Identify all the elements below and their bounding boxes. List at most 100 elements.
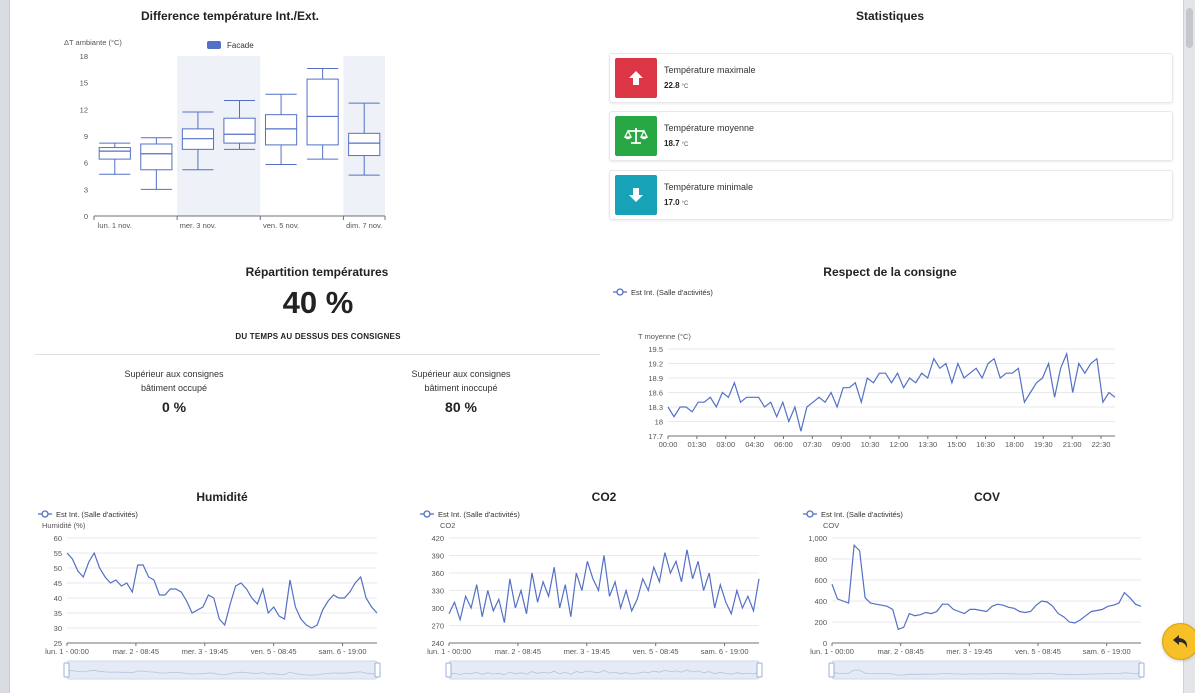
consigne-legend-label: Est Int. (Salle d'activités) <box>631 288 713 297</box>
stat-card-min: Température minimale 17.0 °C <box>609 170 1173 220</box>
humidite-x-tick: ven. 5 - 08:45 <box>251 647 297 656</box>
co2-y-axis-label: CO2 <box>440 521 455 530</box>
cov-zoom-slider[interactable] <box>831 660 1142 680</box>
undo-arrow-icon <box>1172 634 1187 648</box>
diff-x-tick: lun. 1 nov. <box>98 221 132 230</box>
repartition-subtitle: DU TEMPS AU DESSUS DES CONSIGNES <box>235 332 401 341</box>
stat-value-mean: 18.7 °C <box>664 139 689 148</box>
cov-y-axis-label: COV <box>823 521 839 530</box>
consigne-x-tick: 07:30 <box>803 440 822 449</box>
co2-y-tick: 330 <box>431 587 444 596</box>
diff-y-axis-label: ΔT ambiante (°C) <box>64 38 122 47</box>
consigne-y-tick: 18.6 <box>648 389 663 398</box>
cov-chart: Est Int. (Salle d'activités) COV 1,000 80… <box>803 510 1145 680</box>
co2-chart: Est Int. (Salle d'activités) CO2 420 390 3… <box>420 510 763 680</box>
consigne-x-tick: 06:00 <box>774 440 793 449</box>
stat-card-mean: Température moyenne 18.7 °C <box>609 111 1173 161</box>
consigne-y-tick: 17.7 <box>648 432 663 441</box>
box-item[interactable] <box>98 142 131 175</box>
cov-y-tick: 1,000 <box>808 534 827 543</box>
humidite-title: Humidité <box>196 490 248 504</box>
diff-y-tick: 12 <box>80 105 88 114</box>
humidite-x-tick: sam. 6 - 19:00 <box>319 647 367 656</box>
humidite-y-tick: 60 <box>54 534 62 543</box>
cov-y-tick: 400 <box>814 597 827 606</box>
page-scrollbar[interactable] <box>1183 0 1195 693</box>
humidite-zoom-slider[interactable] <box>66 660 378 680</box>
consigne-y-tick: 18.3 <box>648 403 663 412</box>
legend-label-facade[interactable]: Facade <box>227 41 254 50</box>
consigne-x-tick: 00:00 <box>659 440 678 449</box>
consigne-x-tick: 04:30 <box>745 440 764 449</box>
scrollbar-thumb[interactable] <box>1186 8 1193 48</box>
co2-series-line[interactable] <box>448 549 760 623</box>
consigne-y-tick: 18.9 <box>648 374 663 383</box>
repartition-big-value: 40 % <box>282 285 354 320</box>
box-item[interactable] <box>306 67 339 160</box>
occupied-label-line2: bâtiment occupé <box>140 383 208 393</box>
diff-y-tick: 15 <box>80 79 88 88</box>
humidite-y-tick: 35 <box>54 609 62 618</box>
stat-value-min: 17.0 °C <box>664 198 689 207</box>
consigne-chart: Est Int. (Salle d'activités) T moyenne (… <box>613 288 1116 449</box>
cov-zoom-preview <box>831 669 1142 676</box>
consigne-x-tick: 18:00 <box>1005 440 1024 449</box>
consigne-x-tick: 21:00 <box>1063 440 1082 449</box>
humidite-y-tick: 25 <box>54 639 62 648</box>
box-item[interactable] <box>181 111 215 171</box>
co2-zoom-handle-left[interactable] <box>445 662 452 678</box>
unoccupied-value: 80 % <box>445 399 477 415</box>
consigne-x-tick: 01:30 <box>687 440 706 449</box>
occupied-label-line1: Supérieur aux consignes <box>124 369 224 379</box>
stat-value-max: 22.8 °C <box>664 81 689 90</box>
humidite-zoom-handle-right[interactable] <box>374 662 381 678</box>
co2-x-tick: mer. 3 - 19:45 <box>564 647 610 656</box>
co2-zoom-slider[interactable] <box>448 660 760 680</box>
box-item[interactable] <box>348 102 381 176</box>
diff-x-tick: dim. 7 nov. <box>346 221 382 230</box>
consigne-title: Respect de la consigne <box>823 265 957 279</box>
co2-y-tick: 270 <box>431 622 444 631</box>
cov-y-tick: 0 <box>823 639 827 648</box>
cov-legend[interactable]: Est Int. (Salle d'activités) <box>803 510 903 519</box>
humidite-zoom-handle-left[interactable] <box>63 662 70 678</box>
consigne-legend[interactable]: Est Int. (Salle d'activités) <box>613 288 713 297</box>
stat-label-max: Température maximale <box>664 65 756 75</box>
box-item[interactable] <box>140 137 173 190</box>
humidite-legend-label: Est Int. (Salle d'activités) <box>56 510 138 519</box>
humidite-legend[interactable]: Est Int. (Salle d'activités) <box>38 510 138 519</box>
co2-y-tick: 300 <box>431 604 444 613</box>
stat-label-min: Température minimale <box>664 182 754 192</box>
diff-y-tick: 6 <box>84 159 88 168</box>
cov-zoom-handle-right[interactable] <box>1138 662 1145 678</box>
box-item[interactable] <box>223 99 256 150</box>
cov-zoom-handle-left[interactable] <box>828 662 835 678</box>
box-item[interactable] <box>264 93 298 165</box>
consigne-x-tick: 15:00 <box>947 440 966 449</box>
consigne-x-tick: 19:30 <box>1034 440 1053 449</box>
cov-legend-label: Est Int. (Salle d'activités) <box>821 510 903 519</box>
humidite-y-tick: 55 <box>54 549 62 558</box>
stat-card-max: Température maximale 22.8 °C <box>609 53 1173 103</box>
repartition-occupied: Supérieur aux consignes bâtiment occupé … <box>74 367 274 415</box>
cov-y-tick: 600 <box>814 576 827 585</box>
legend-swatch-facade[interactable] <box>207 41 221 49</box>
cov-series-line[interactable] <box>831 544 1142 631</box>
consigne-x-tick: 09:00 <box>832 440 851 449</box>
arrow-up-icon <box>615 58 657 98</box>
left-edge <box>0 0 10 693</box>
co2-legend[interactable]: Est Int. (Salle d'activités) <box>420 510 520 519</box>
humidite-y-tick: 40 <box>54 594 62 603</box>
diff-x-tick: ven. 5 nov. <box>263 221 299 230</box>
humidite-series-line[interactable] <box>66 551 378 629</box>
co2-zoom-handle-right[interactable] <box>756 662 763 678</box>
co2-x-tick: ven. 5 - 08:45 <box>633 647 679 656</box>
diff-x-tick: mer. 3 nov. <box>180 221 217 230</box>
consigne-series-line[interactable] <box>667 351 1116 432</box>
consigne-x-tick: 10:30 <box>861 440 880 449</box>
humidite-chart: Est Int. (Salle d'activités) Humidité (%… <box>38 510 381 680</box>
consigne-y-tick: 19.2 <box>648 360 663 369</box>
humidite-y-axis-label: Humidité (%) <box>42 521 86 530</box>
co2-y-tick: 360 <box>431 569 444 578</box>
back-button[interactable] <box>1162 623 1195 660</box>
